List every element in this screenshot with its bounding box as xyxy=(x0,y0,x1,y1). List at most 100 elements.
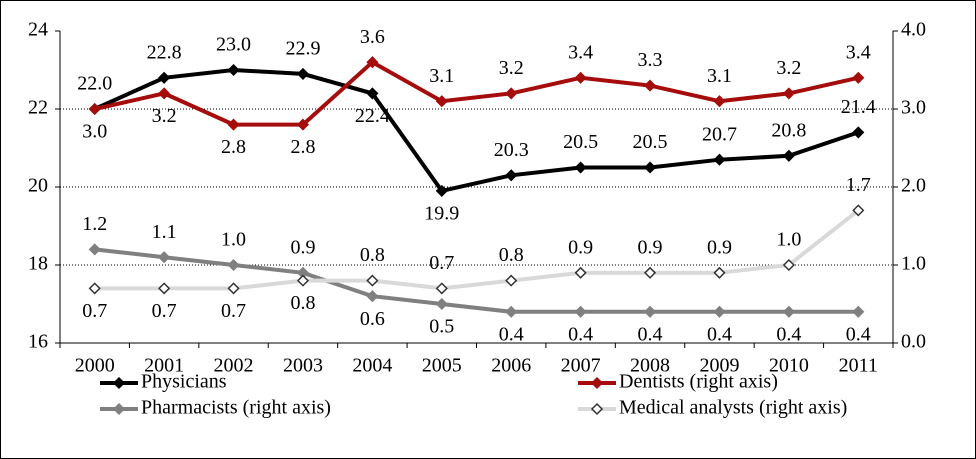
data-label: 22.9 xyxy=(285,37,320,59)
data-label: 0.4 xyxy=(568,323,593,345)
data-label: 0.9 xyxy=(638,236,663,258)
marker xyxy=(782,149,795,162)
data-label: 1.7 xyxy=(846,174,871,196)
marker xyxy=(88,243,101,256)
marker xyxy=(227,118,240,131)
y2-tick-label: 2.0 xyxy=(901,175,926,197)
legend-label: Pharmacists (right axis) xyxy=(141,397,331,419)
data-label: 3.1 xyxy=(429,65,454,87)
legend-label: Dentists (right axis) xyxy=(619,371,778,393)
data-label: 0.6 xyxy=(360,308,385,330)
marker xyxy=(227,282,240,295)
data-label: 0.9 xyxy=(290,236,315,258)
x-tick-label: 2008 xyxy=(630,355,670,377)
data-label: 20.5 xyxy=(563,131,598,153)
marker xyxy=(505,305,518,318)
data-label: 3.4 xyxy=(846,41,871,63)
legend-marker xyxy=(590,376,604,390)
series-line xyxy=(94,247,859,314)
marker xyxy=(574,266,587,279)
x-tick-label: 2011 xyxy=(839,355,878,377)
marker xyxy=(227,258,240,272)
y2-tick-label: 3.0 xyxy=(901,97,926,119)
series-line xyxy=(94,59,859,127)
y-tick-label: 24 xyxy=(28,19,48,41)
data-label: 3.2 xyxy=(776,57,801,79)
y-tick-label: 16 xyxy=(28,331,48,353)
marker xyxy=(713,266,726,279)
x-tick-label: 2000 xyxy=(75,355,115,377)
marker xyxy=(574,305,587,318)
data-label: 22.4 xyxy=(355,105,390,127)
marker xyxy=(643,305,657,318)
data-label: 0.7 xyxy=(82,300,107,322)
x-tick-label: 2003 xyxy=(283,355,323,377)
marker xyxy=(88,282,101,295)
data-label: 21.4 xyxy=(841,96,876,118)
data-label: 3.6 xyxy=(360,26,385,48)
marker xyxy=(366,56,379,69)
data-label: 0.4 xyxy=(707,323,732,345)
marker xyxy=(505,169,518,182)
marker xyxy=(88,102,101,116)
y-tick-label: 22 xyxy=(28,97,48,119)
x-tick-label: 2006 xyxy=(491,355,531,377)
x-tick-label: 2007 xyxy=(561,355,601,377)
marker xyxy=(366,274,379,287)
marker xyxy=(158,282,171,295)
data-label: 1.0 xyxy=(776,229,801,251)
series-line xyxy=(93,67,859,194)
data-label: 2.8 xyxy=(221,136,246,158)
marker xyxy=(435,95,448,108)
x-tick-label: 2005 xyxy=(422,355,462,377)
data-label: 2.8 xyxy=(290,136,315,158)
data-label: 0.4 xyxy=(776,323,801,345)
x-tick-label: 2002 xyxy=(214,355,254,377)
data-label: 3.4 xyxy=(568,41,593,63)
y2-tick-label: 4.0 xyxy=(901,19,926,41)
data-label: 3.2 xyxy=(152,105,177,127)
y2-tick-label: 1.0 xyxy=(901,253,926,275)
marker xyxy=(782,305,795,318)
marker xyxy=(782,87,795,100)
data-label: 23.0 xyxy=(216,34,251,56)
data-label: 0.7 xyxy=(429,252,454,274)
data-label: 22.0 xyxy=(77,73,112,95)
data-label: 0.5 xyxy=(429,316,454,338)
data-label: 0.8 xyxy=(290,292,315,314)
data-label: 19.9 xyxy=(424,202,459,224)
data-label: 20.7 xyxy=(702,123,737,145)
marker xyxy=(505,274,518,287)
marker xyxy=(782,258,795,272)
legend-marker xyxy=(590,402,604,416)
marker xyxy=(296,274,310,287)
marker xyxy=(435,297,448,311)
marker xyxy=(158,87,171,100)
data-label: 0.8 xyxy=(499,244,524,266)
data-label: 0.9 xyxy=(707,236,732,258)
marker xyxy=(643,79,657,92)
marker xyxy=(852,126,865,139)
marker xyxy=(435,282,448,295)
marker xyxy=(227,63,240,77)
data-label: 20.3 xyxy=(494,139,529,161)
marker xyxy=(643,161,657,174)
data-label: 20.5 xyxy=(633,131,668,153)
marker xyxy=(643,266,657,279)
y-tick-label: 20 xyxy=(28,175,48,197)
data-label: 1.1 xyxy=(152,221,177,243)
marker xyxy=(713,305,726,318)
legend-label: Physicians xyxy=(141,371,227,393)
marker xyxy=(574,161,587,174)
y2-tick-label: 0.0 xyxy=(901,331,926,353)
marker xyxy=(366,87,379,100)
marker xyxy=(713,95,726,108)
marker xyxy=(852,71,865,84)
x-tick-label: 2004 xyxy=(352,355,392,377)
x-tick-label: 2010 xyxy=(769,355,809,377)
data-label: 1.0 xyxy=(221,229,246,251)
data-label: 0.4 xyxy=(846,323,871,345)
marker xyxy=(158,71,171,84)
data-label: 0.9 xyxy=(568,236,593,258)
